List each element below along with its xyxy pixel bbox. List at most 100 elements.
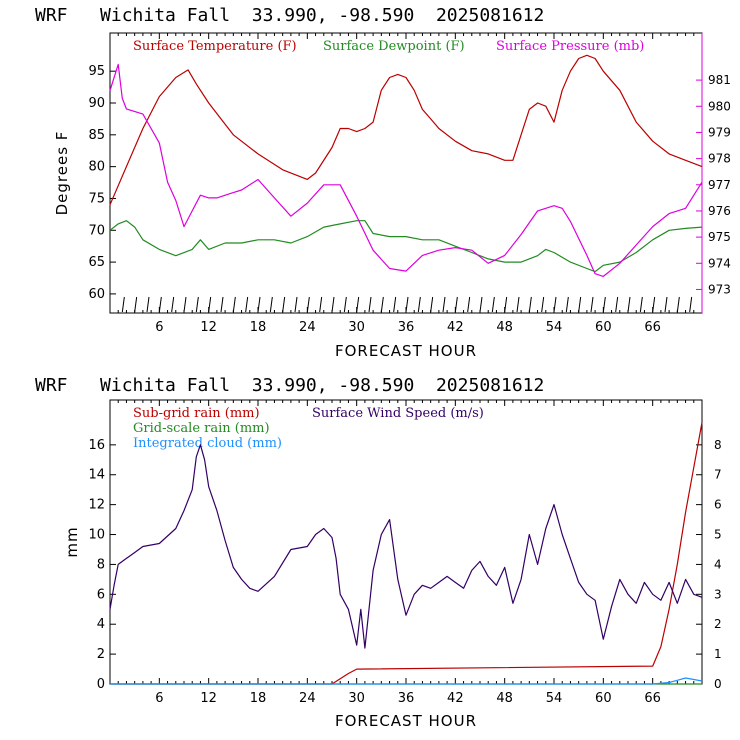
wind-barb	[294, 296, 298, 313]
x-tick-label: 42	[447, 691, 464, 706]
series-integrated-cloud-mm	[110, 677, 703, 685]
wind-barb	[578, 296, 582, 313]
chart-title: WRF Wichita Fall 33.990, -98.590 2025081…	[35, 5, 544, 26]
wind-barb	[146, 296, 150, 313]
y-axis-label: mm	[63, 526, 81, 557]
x-tick-label: 54	[546, 691, 563, 706]
wind-barb	[430, 296, 434, 313]
temperature-chart: WRF Wichita Fall 33.990, -98.590 2025081…	[35, 5, 731, 360]
x-tick-label: 12	[200, 691, 217, 706]
wind-barb	[504, 296, 508, 313]
y-tick-label: 80	[88, 160, 105, 175]
y2-tick-label: 976	[708, 204, 731, 218]
y-tick-label: 85	[88, 128, 105, 143]
x-tick-label: 30	[348, 691, 365, 706]
y2-tick-label: 2	[714, 617, 722, 631]
y-tick-label: 4	[97, 617, 105, 632]
legend-subgrid-rain: Sub-grid rain (mm)	[133, 406, 260, 421]
wind-barb	[195, 296, 199, 313]
wind-barb	[454, 296, 458, 313]
wind-barb	[541, 296, 545, 313]
x-tick-label: 36	[398, 691, 415, 706]
x-tick-label: 30	[348, 320, 365, 335]
wind-barb	[232, 296, 236, 313]
series-surface-temperature-f	[109, 54, 703, 206]
x-tick-label: 6	[155, 691, 163, 706]
y2-tick-label: 3	[714, 587, 722, 601]
wind-barb	[565, 296, 569, 313]
wind-barb	[356, 296, 360, 313]
y2-tick-label: 981	[708, 73, 731, 87]
y2-tick-label: 1	[714, 647, 722, 661]
wind-barb	[405, 296, 409, 313]
x-axis-label: FORECAST HOUR	[335, 342, 477, 360]
x-tick-label: 48	[496, 691, 513, 706]
wind-barb	[158, 296, 162, 313]
series-surface-dewpoint-f	[109, 220, 703, 273]
chart-title: WRF Wichita Fall 33.990, -98.590 2025081…	[35, 375, 544, 396]
wind-barb	[331, 296, 335, 313]
x-tick-label: 12	[200, 320, 217, 335]
legend-temperature: Surface Temperature (F)	[133, 39, 297, 54]
y-tick-label: 90	[88, 96, 105, 111]
x-tick-label: 6	[155, 320, 163, 335]
y-tick-label: 6	[97, 587, 105, 602]
wind-barb	[380, 296, 384, 313]
y-tick-label: 65	[88, 255, 105, 270]
y-tick-label: 70	[88, 223, 105, 238]
x-tick-label: 24	[299, 320, 316, 335]
wind-barb	[639, 296, 643, 313]
y2-tick-label: 980	[708, 99, 731, 113]
y2-tick-label: 7	[714, 468, 722, 482]
wind-barb	[676, 296, 680, 313]
precip-chart: WRF Wichita Fall 33.990, -98.590 2025081…	[35, 375, 722, 730]
wind-barb	[553, 296, 557, 313]
x-tick-label: 36	[398, 320, 415, 335]
y-tick-label: 0	[97, 677, 105, 692]
legend-gridscale-rain: Grid-scale rain (mm)	[133, 421, 270, 436]
wind-barb	[368, 296, 372, 313]
wind-barb	[467, 296, 471, 313]
x-tick-label: 66	[644, 691, 661, 706]
x-tick-label: 48	[496, 320, 513, 335]
y2-tick-label: 0	[714, 677, 722, 691]
wind-barb	[689, 296, 693, 313]
wind-barb	[319, 296, 323, 313]
x-tick-label: 54	[546, 320, 563, 335]
temperature-plot-layer: 6 12 18 24 30 36 42 48 54 60 66 60 65 70 75 80 85 90 95 973…	[88, 33, 731, 335]
x-tick-label: 66	[644, 320, 661, 335]
y-tick-label: 8	[97, 557, 105, 572]
precip-plot-layer: 6 12 18 24 30 36 42 48 54 60 660246810121416012345…	[88, 400, 722, 706]
wind-barb	[183, 296, 187, 313]
wind-barb	[615, 296, 619, 313]
legend-wind-speed: Surface Wind Speed (m/s)	[312, 406, 484, 421]
y-tick-label: 14	[88, 468, 105, 483]
y-tick-label: 10	[88, 528, 105, 543]
y2-tick-label: 8	[714, 438, 722, 452]
wind-barb	[491, 296, 495, 313]
wind-barb	[245, 296, 249, 313]
wind-barb	[121, 296, 125, 313]
wind-barb	[269, 296, 273, 313]
y2-tick-label: 978	[708, 152, 731, 166]
y-tick-label: 95	[88, 64, 105, 79]
wind-barb	[516, 296, 520, 313]
y2-tick-label: 979	[708, 125, 731, 139]
wind-barb	[479, 296, 483, 313]
wind-barb	[220, 296, 224, 313]
wind-barb	[602, 296, 606, 313]
legend-pressure: Surface Pressure (mb)	[496, 39, 644, 54]
series-surface-pressure-mb	[109, 63, 703, 277]
y-tick-label: 12	[88, 498, 105, 513]
x-tick-label: 18	[250, 320, 267, 335]
wind-barb	[134, 296, 138, 313]
y2-tick-label: 5	[714, 528, 722, 542]
y-axis-label: Degrees F	[53, 131, 71, 216]
y-tick-label: 60	[88, 287, 105, 302]
wind-barb	[442, 296, 446, 313]
wind-barb	[171, 296, 175, 313]
wind-barb	[282, 296, 286, 313]
wind-barb	[208, 296, 212, 313]
x-tick-label: 60	[595, 691, 612, 706]
